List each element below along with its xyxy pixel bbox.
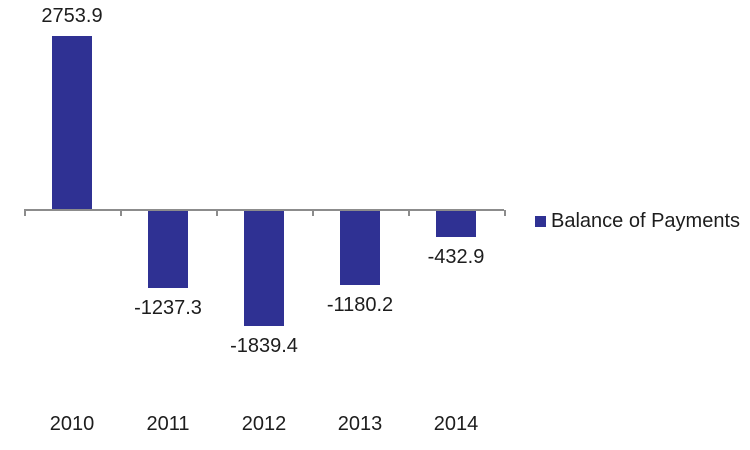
value-label-2012: -1839.4: [230, 335, 298, 358]
bar-2013: [340, 210, 380, 285]
value-label-2013: -1180.2: [326, 293, 394, 316]
axis-tick: [120, 210, 122, 216]
axis-tick: [312, 210, 314, 216]
bar-2014: [436, 210, 476, 238]
axis-tick: [504, 210, 506, 216]
axis-tick: [24, 210, 26, 216]
category-label-2011: 2011: [146, 413, 190, 435]
legend: Balance of Payments: [535, 209, 740, 233]
category-label-2010: 2010: [49, 413, 95, 435]
category-label-2014: 2014: [433, 413, 479, 435]
legend-label: Balance of Payments: [551, 210, 740, 232]
value-label-2014: -432.9: [427, 246, 485, 269]
bar-2012: [244, 210, 284, 327]
value-label-2011: -1237.3: [134, 297, 202, 320]
category-label-2012: 2012: [241, 413, 287, 435]
bar-2010: [52, 36, 92, 210]
legend-marker-icon: [535, 215, 546, 227]
value-label-2010: 2753.9: [41, 5, 103, 27]
x-axis-line: [24, 209, 504, 211]
axis-tick: [216, 210, 218, 216]
axis-tick: [408, 210, 410, 216]
category-label-2013: 2013: [337, 413, 383, 435]
bar-2011: [148, 210, 188, 289]
